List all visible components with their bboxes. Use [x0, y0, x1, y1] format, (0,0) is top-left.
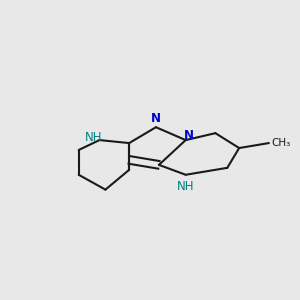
Text: N: N — [184, 129, 194, 142]
Text: N: N — [151, 112, 161, 125]
Text: NH: NH — [177, 180, 194, 193]
Text: NH: NH — [85, 130, 102, 144]
Text: CH₃: CH₃ — [272, 138, 291, 148]
